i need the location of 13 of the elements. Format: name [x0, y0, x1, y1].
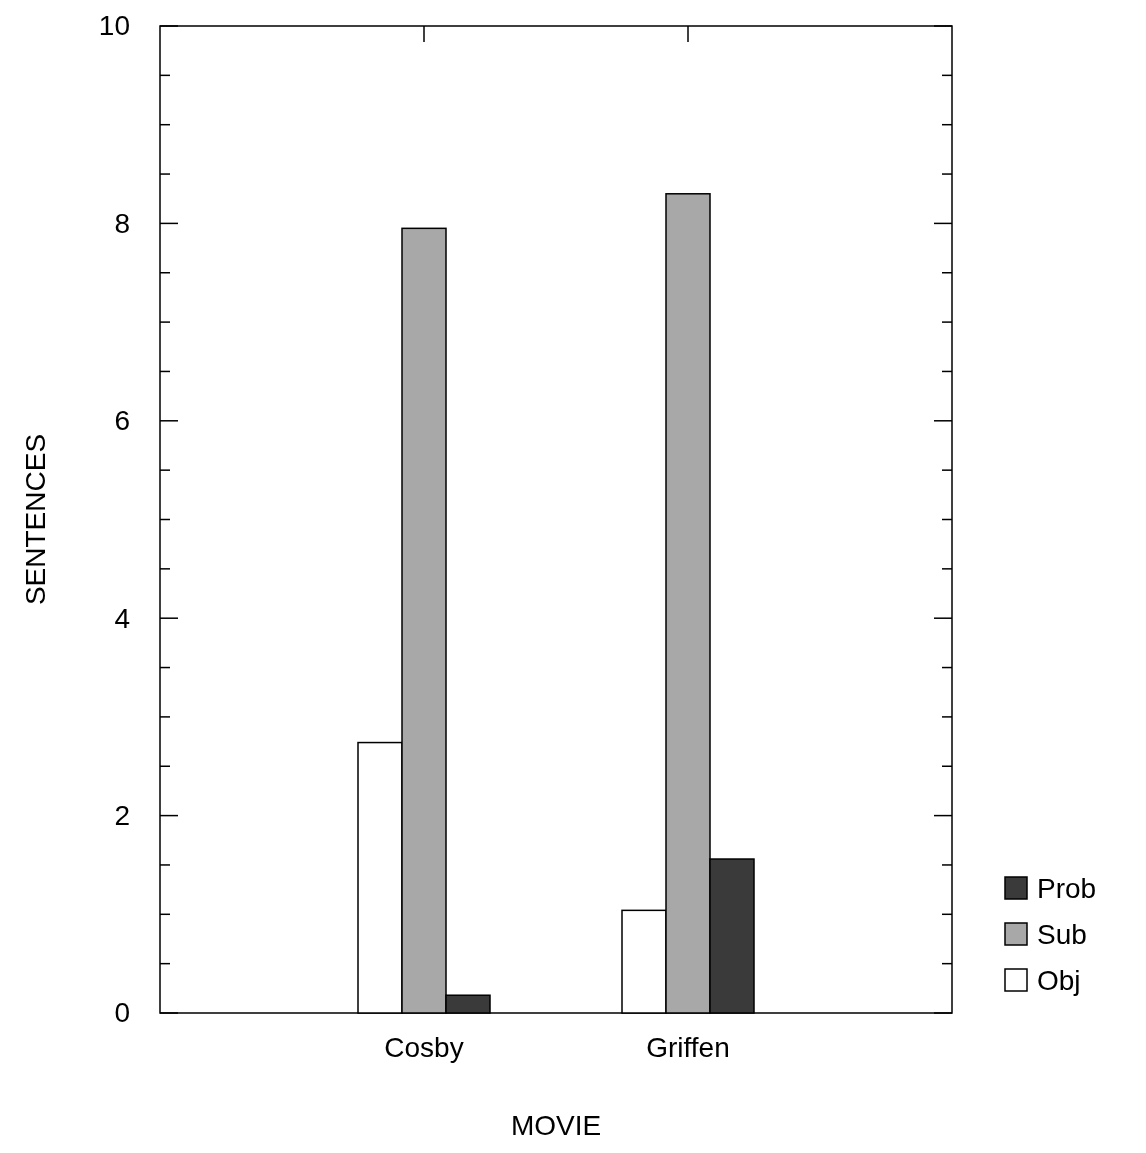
y-tick-label: 2	[114, 800, 130, 832]
legend-label: Obj	[1037, 965, 1081, 996]
y-tick-label: 6	[114, 405, 130, 437]
y-tick-label: 0	[114, 997, 130, 1029]
legend-label: Sub	[1037, 919, 1087, 950]
legend-label: Prob	[1037, 873, 1097, 904]
x-tick-label: Griffen	[646, 1031, 730, 1063]
y-axis-title: SENTENCES	[20, 433, 51, 606]
y-tick-label: 10	[98, 10, 130, 42]
y-tick-label: 4	[114, 602, 130, 634]
x-tick-label: Cosby	[384, 1031, 464, 1063]
x-axis-title: MOVIE	[510, 1110, 602, 1141]
y-tick-label: 8	[114, 207, 130, 239]
